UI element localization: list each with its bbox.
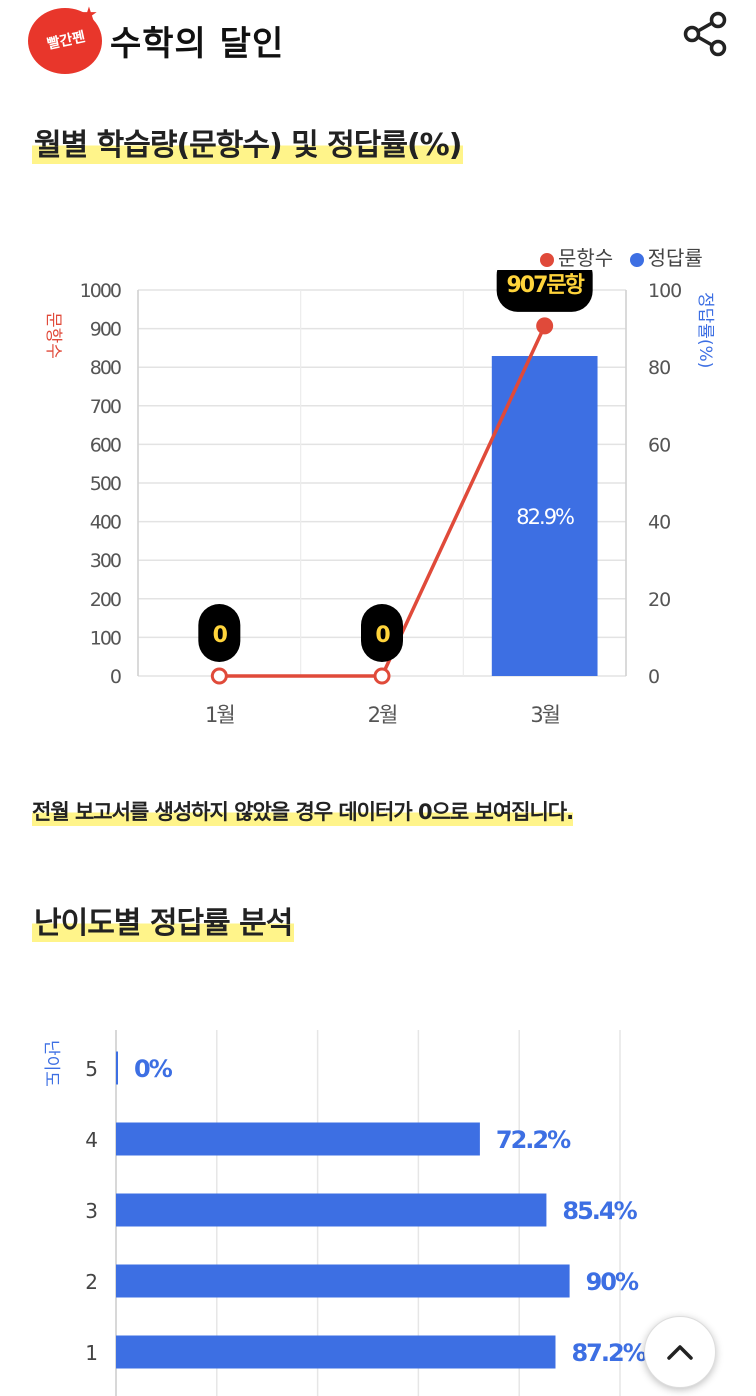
bar-rate (491, 356, 598, 676)
chart-legend: 문항수 정답률 (540, 242, 713, 271)
line-point (536, 317, 554, 335)
logo: ★ 빨간펜 (28, 2, 102, 74)
y-right-tick-label: 60 (648, 434, 670, 456)
y-tick-label: 5 (85, 1057, 98, 1081)
bar-difficulty (116, 1122, 480, 1156)
y-left-tick-label: 1000 (80, 280, 121, 302)
y-left-tick-label: 500 (90, 473, 121, 495)
bar-data-label: 87.2% (571, 1339, 646, 1367)
bar-difficulty (116, 1335, 556, 1369)
logo-text: 빨간펜 (45, 29, 87, 53)
bar-data-label: 82.9% (516, 505, 574, 529)
difficulty-chart-title: 난이도별 정답률 분석 (32, 898, 295, 942)
y-right-tick-label: 40 (648, 512, 670, 534)
legend-rate-swatch (629, 252, 644, 267)
legend-count-label: 문항수 (558, 246, 614, 270)
y-right-tick-label: 0 (648, 666, 659, 688)
y-left-tick-label: 800 (90, 357, 121, 379)
y-right-tick-label: 100 (648, 280, 681, 302)
y-tick-label: 2 (85, 1270, 98, 1294)
y-right-axis-label: 정답률(%) (695, 292, 715, 368)
monthly-chart-title: 월별 학습량(문항수) 및 정답률(%) (32, 120, 464, 164)
bar-difficulty (116, 1264, 570, 1298)
bar-difficulty (116, 1193, 547, 1227)
bar-data-label: 72.2% (496, 1126, 571, 1154)
share-icon[interactable] (682, 10, 730, 58)
scroll-top-button[interactable] (644, 1316, 716, 1388)
app-title: 수학의 달인 (110, 24, 285, 64)
y-tick-label: 1 (85, 1341, 98, 1365)
x-tick-label: 1월 (205, 703, 234, 727)
x-tick-label: 3월 (530, 703, 559, 727)
y-tick-label: 3 (85, 1199, 98, 1223)
y-left-axis-label: 문항수 (43, 312, 63, 359)
bar-data-label: 85.4% (562, 1197, 637, 1225)
line-data-label: 907문항 (506, 273, 584, 298)
difficulty-chart: 난이도 5 0% 4 72.2% 3 85.4% 2 90% 1 87.2% (41, 1030, 649, 1396)
line-point (373, 667, 391, 685)
legend-rate-label: 정답률 (647, 246, 703, 270)
legend-item-count: 문항수 (540, 246, 613, 270)
y-left-tick-label: 600 (90, 434, 121, 456)
y-left-tick-label: 400 (90, 512, 121, 534)
monthly-chart: 0100200300400500600700800900100002040608… (43, 270, 715, 727)
app-header: ★ 빨간펜 수학의 달인 (0, 0, 756, 90)
y-right-tick-label: 80 (648, 357, 670, 379)
data-note: 전월 보고서를 생성하지 않았을 경우 데이터가 0으로 보여집니다. (32, 796, 574, 826)
y-tick-label: 4 (85, 1128, 98, 1152)
y-left-tick-label: 100 (90, 627, 121, 649)
data-label-bubble (361, 604, 403, 662)
line-data-label: 0 (213, 623, 228, 648)
y-left-tick-label: 0 (110, 666, 121, 688)
y-right-tick-label: 20 (648, 589, 670, 611)
data-label-bubble (198, 604, 241, 662)
legend-item-rate: 정답률 (629, 246, 703, 270)
line-point (210, 667, 228, 685)
bar-data-label: 90% (586, 1268, 639, 1296)
y-left-tick-label: 200 (90, 589, 121, 611)
y-left-tick-label: 300 (90, 550, 121, 572)
star-icon: ★ (80, 2, 98, 26)
data-label-bubble (496, 270, 593, 312)
y-left-tick-label: 700 (90, 396, 121, 418)
y-axis-label: 난이도 (41, 1040, 61, 1087)
x-tick-label: 2월 (368, 703, 397, 727)
line-data-label: 0 (375, 623, 390, 648)
bar-data-label: 0% (134, 1055, 173, 1083)
chevron-up-icon (667, 1345, 693, 1360)
bar-difficulty (116, 1051, 118, 1085)
legend-count-swatch (540, 252, 554, 267)
y-left-tick-label: 900 (90, 319, 121, 341)
